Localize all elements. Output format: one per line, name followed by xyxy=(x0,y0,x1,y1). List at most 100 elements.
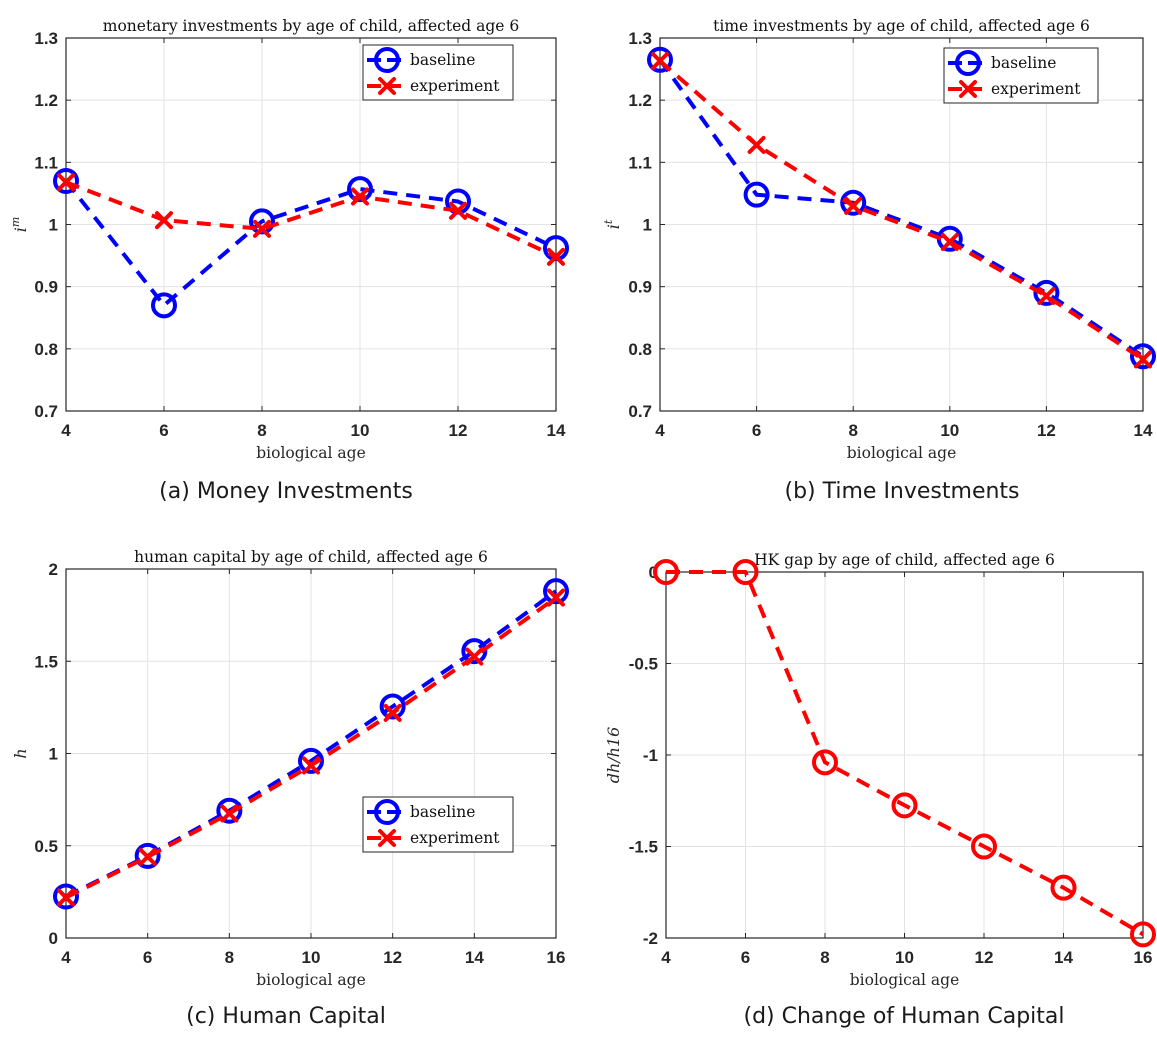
legend: baseline experiment xyxy=(362,44,514,101)
x-tick-label: 8 xyxy=(820,948,829,967)
chart-title: HK gap by age of child, affected age 6 xyxy=(754,551,1055,569)
subfigure-caption: (b) Time Investments xyxy=(784,479,1019,504)
x-axis-label: biological age xyxy=(850,971,960,989)
legend-label-experiment: experiment xyxy=(410,77,500,95)
chart-panel-3: 4 6 8 10 12 14 16 0 0.5 1 1.5 2 human capital by age… xyxy=(11,548,569,989)
y-axis-label: it xyxy=(602,219,623,229)
y-tick-label: 1.1 xyxy=(628,153,652,172)
legend-marker-experiment xyxy=(378,77,396,95)
data-point-experiment xyxy=(1134,350,1152,369)
data-point-experiment xyxy=(57,173,75,192)
y-tick-label: 1.2 xyxy=(34,91,58,110)
x-axis-label: biological age xyxy=(256,444,366,462)
y-axis-label-base: h xyxy=(11,748,30,758)
subfigure-caption: (c) Human Capital xyxy=(186,1004,386,1029)
y-axis-label: dh/h16 xyxy=(604,727,623,784)
y-tick-label: -1.5 xyxy=(629,838,658,857)
series-line-experiment xyxy=(65,180,557,259)
chart-title: monetary investments by age of child, af… xyxy=(103,17,519,35)
data-point-baseline xyxy=(298,747,324,774)
x-tick-label: 16 xyxy=(1134,948,1153,967)
data-point-gap xyxy=(653,559,679,585)
x-tick-label: 14 xyxy=(1054,948,1073,967)
data-point-baseline xyxy=(840,189,867,216)
y-tick-label: 0.8 xyxy=(34,340,58,359)
y-tick-label: 0.7 xyxy=(34,402,58,421)
data-point-experiment xyxy=(383,703,402,722)
y-tick-label: -1 xyxy=(643,746,658,765)
chart-title: human capital by age of child, affected … xyxy=(134,548,488,566)
subfigure-caption: (d) Change of Human Capital xyxy=(743,1004,1064,1029)
data-point-experiment xyxy=(844,196,863,215)
x-tick-label: 4 xyxy=(661,948,671,967)
series-line-baseline xyxy=(64,179,557,308)
data-point-experiment xyxy=(253,219,271,238)
y-axis-label: im xyxy=(9,217,30,233)
data-point-gap xyxy=(812,749,838,776)
legend-marker-experiment xyxy=(378,829,396,847)
x-tick-label: 10 xyxy=(302,948,321,967)
data-point-experiment xyxy=(220,804,239,823)
x-tick-label: 10 xyxy=(940,421,959,440)
data-point-experiment xyxy=(57,888,75,907)
y-tick-label: 1.2 xyxy=(628,91,652,110)
y-axis-label-base: i xyxy=(604,224,623,229)
legend: baseline experiment xyxy=(362,796,514,853)
data-point-baseline xyxy=(647,46,673,73)
y-tick-label: -0.5 xyxy=(629,655,658,674)
y-tick-label: -2 xyxy=(643,929,658,948)
y-axis-label-superscript: m xyxy=(9,217,22,227)
data-point-gap xyxy=(1130,921,1156,948)
data-point-experiment xyxy=(138,847,157,866)
data-point-experiment xyxy=(449,201,467,220)
x-tick-label: 14 xyxy=(465,948,484,967)
y-axis-label: h xyxy=(11,748,30,758)
x-tick-label: 6 xyxy=(741,948,750,967)
data-point-baseline xyxy=(216,797,243,824)
y-tick-label: 1.1 xyxy=(34,153,58,172)
data-point-baseline xyxy=(743,181,770,208)
chart-title: time investments by age of child, affect… xyxy=(713,17,1090,35)
legend: baseline experiment xyxy=(943,47,1099,104)
data-point-gap xyxy=(891,792,918,819)
data-point-baseline xyxy=(53,883,79,910)
x-tick-label: 8 xyxy=(848,421,857,440)
series-line-baseline xyxy=(65,589,558,899)
data-point-gap xyxy=(732,559,759,585)
legend-label-baseline: baseline xyxy=(991,54,1056,72)
x-tick-label: 10 xyxy=(895,948,914,967)
x-tick-label: 6 xyxy=(159,421,168,440)
data-point-experiment xyxy=(351,187,369,206)
data-point-gap xyxy=(971,833,997,860)
legend-label-experiment: experiment xyxy=(410,829,500,847)
chart-panel-2: 4 6 8 10 12 14 0.7 0.8 0.9 1 1.1 1.2 1.3 time investm… xyxy=(602,17,1156,462)
data-point-experiment xyxy=(747,135,766,154)
legend-marker-experiment xyxy=(959,80,977,98)
data-point-baseline xyxy=(461,638,488,665)
x-tick-label: 16 xyxy=(547,948,566,967)
data-point-gap xyxy=(1050,874,1077,901)
x-tick-label: 4 xyxy=(61,948,71,967)
legend-label-baseline: baseline xyxy=(410,803,475,821)
x-tick-label: 14 xyxy=(547,421,566,440)
x-axis-label: biological age xyxy=(256,971,366,989)
data-point-experiment xyxy=(547,247,565,266)
y-axis-label-base: i xyxy=(11,227,30,232)
x-tick-label: 12 xyxy=(383,948,402,967)
legend-label-experiment: experiment xyxy=(991,80,1081,98)
data-point-baseline xyxy=(1033,279,1060,306)
y-tick-label: 0.7 xyxy=(628,402,652,421)
x-tick-label: 4 xyxy=(61,421,71,440)
y-tick-label: 0.8 xyxy=(628,340,652,359)
series-line-gap xyxy=(666,570,1145,937)
data-point-experiment xyxy=(465,647,484,666)
x-tick-label: 6 xyxy=(143,948,152,967)
y-tick-label: 1.5 xyxy=(34,652,58,671)
x-tick-label: 8 xyxy=(257,421,266,440)
x-tick-label: 8 xyxy=(225,948,234,967)
data-point-experiment xyxy=(940,232,959,251)
y-tick-label: 0.9 xyxy=(628,278,652,297)
x-tick-label: 4 xyxy=(655,421,665,440)
x-axis-label: biological age xyxy=(847,444,957,462)
